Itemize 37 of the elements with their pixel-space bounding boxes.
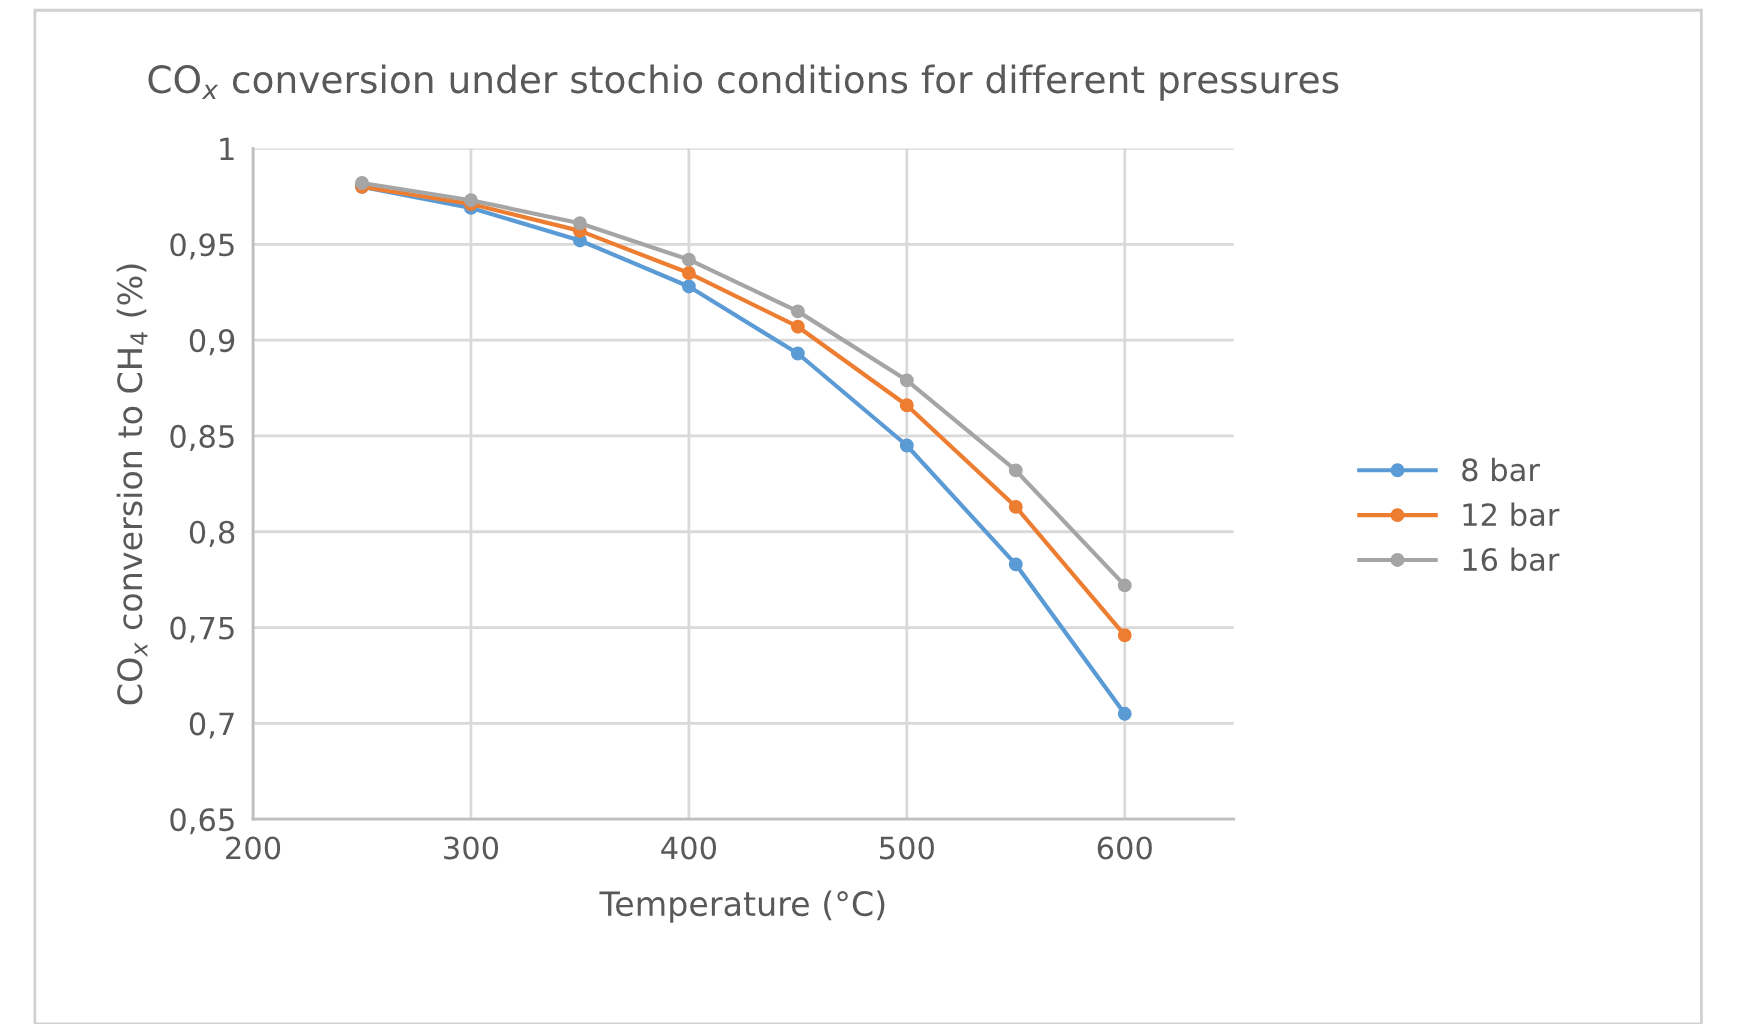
y-tick-label: 0,95 — [170, 233, 234, 260]
point — [1008, 557, 1023, 572]
point — [899, 373, 914, 388]
x-tick-label: 500 — [880, 836, 934, 860]
point — [572, 216, 587, 231]
y-axis-title: CO$_{x}$ conversion to CH$_{4}$ (%) — [116, 264, 148, 705]
point — [681, 279, 696, 294]
point — [1117, 628, 1132, 643]
legend-label: 12 bar — [1463, 502, 1560, 527]
y-tick-label: 0,85 — [170, 424, 234, 452]
point — [1117, 706, 1132, 721]
point — [1008, 499, 1023, 514]
x-axis-title: Temperature (°C) — [599, 890, 885, 923]
point — [681, 266, 696, 280]
point — [681, 252, 696, 267]
x-tick-label: 400 — [661, 836, 717, 860]
point — [464, 193, 478, 208]
point — [1117, 578, 1132, 593]
legend-label: 16 bar — [1463, 547, 1560, 572]
y-tick-label: 0,65 — [170, 808, 234, 835]
y-tick-label: 0,9 — [189, 329, 235, 356]
x-tick-label: 300 — [444, 836, 499, 860]
point — [790, 304, 805, 319]
y-tick-label: 0,8 — [189, 520, 235, 547]
y-tick-label: 0,75 — [170, 616, 234, 643]
y-tick-label: 1 — [220, 137, 234, 161]
x-tick-label: 200 — [226, 836, 281, 860]
point — [790, 346, 805, 361]
point — [1008, 463, 1023, 478]
chart-title: CO$_{x}$ conversion under stochio conditions for different pressures — [148, 64, 1339, 101]
x-tick-label: 600 — [1097, 836, 1152, 860]
point — [899, 438, 914, 453]
y-tick-label: 0,7 — [189, 712, 234, 739]
point — [790, 319, 805, 334]
point — [899, 398, 914, 413]
point — [355, 176, 369, 190]
legend-label: 8 bar — [1462, 457, 1540, 482]
